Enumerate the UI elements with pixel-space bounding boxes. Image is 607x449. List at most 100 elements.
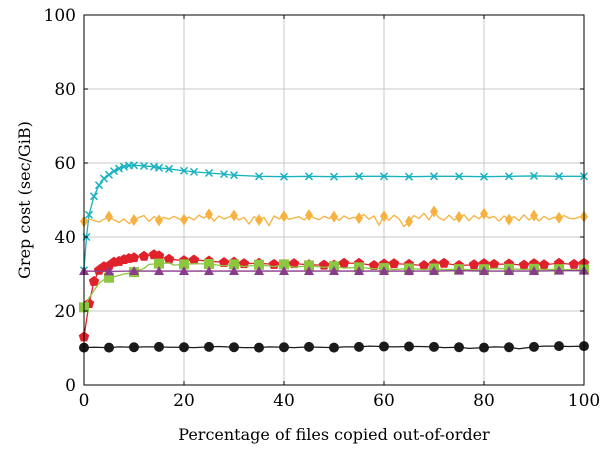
data-point-marker xyxy=(354,172,364,181)
data-point-marker xyxy=(418,259,430,270)
data-point-marker xyxy=(105,210,113,223)
data-point-marker xyxy=(379,172,389,181)
data-point-marker xyxy=(354,341,364,352)
data-point-marker xyxy=(538,259,550,270)
data-point-marker xyxy=(455,211,463,224)
data-point-marker xyxy=(505,213,513,226)
data-point-marker xyxy=(155,214,163,227)
data-point-marker xyxy=(488,258,500,269)
data-point-marker xyxy=(405,215,413,228)
data-point-marker xyxy=(529,341,539,352)
data-point-marker xyxy=(230,209,238,222)
series-5 xyxy=(79,341,589,353)
y-tick-label: 60 xyxy=(54,154,76,174)
data-point-marker xyxy=(104,272,114,283)
x-tick-label: 20 xyxy=(173,391,195,411)
x-tick-label: 100 xyxy=(568,391,600,411)
data-point-marker xyxy=(88,275,100,286)
data-point-marker xyxy=(205,208,213,221)
data-point-marker xyxy=(568,258,580,269)
data-point-marker xyxy=(318,259,330,270)
data-point-marker xyxy=(154,258,164,269)
data-point-marker xyxy=(153,250,165,261)
data-point-marker xyxy=(555,211,563,224)
data-point-marker xyxy=(480,207,488,220)
data-point-marker xyxy=(530,209,538,222)
y-axis-label: Grep cost (sec/GiB) xyxy=(15,121,34,279)
x-axis-label: Percentage of files copied out-of-order xyxy=(178,425,490,444)
data-point-marker xyxy=(304,266,314,276)
data-point-marker xyxy=(254,172,264,181)
data-point-marker xyxy=(218,257,230,267)
data-point-marker xyxy=(388,258,400,269)
data-point-marker xyxy=(504,266,514,276)
data-point-marker xyxy=(154,163,164,172)
data-point-marker xyxy=(338,257,350,268)
data-point-marker xyxy=(229,259,239,270)
data-point-marker xyxy=(288,258,300,269)
data-point-marker xyxy=(154,266,164,276)
data-point-marker xyxy=(84,210,94,219)
data-point-marker xyxy=(329,172,339,181)
data-point-marker xyxy=(454,342,464,353)
data-point-marker xyxy=(554,341,564,352)
data-point-marker xyxy=(163,253,175,264)
data-point-marker xyxy=(99,174,109,183)
data-point-marker xyxy=(518,259,530,270)
data-point-marker xyxy=(229,266,239,276)
data-point-marker xyxy=(254,259,264,270)
data-point-marker xyxy=(255,213,263,226)
data-point-marker xyxy=(279,266,289,276)
data-point-marker xyxy=(179,166,189,175)
data-point-marker xyxy=(229,171,239,180)
data-point-marker xyxy=(280,210,288,223)
data-point-marker xyxy=(304,172,314,181)
data-point-marker xyxy=(179,266,189,276)
data-point-marker xyxy=(529,171,539,180)
x-tick-label: 0 xyxy=(79,391,90,411)
data-point-marker xyxy=(430,205,438,218)
data-point-marker xyxy=(554,265,564,275)
data-point-marker xyxy=(188,254,200,265)
data-point-marker xyxy=(304,260,314,271)
data-point-marker xyxy=(104,170,114,179)
data-point-marker xyxy=(268,258,280,269)
data-point-marker xyxy=(330,210,338,223)
data-point-marker xyxy=(129,342,139,353)
grid-lines xyxy=(84,15,584,385)
data-point-marker xyxy=(379,341,389,352)
data-point-marker xyxy=(139,161,149,170)
data-point-marker xyxy=(254,266,264,276)
data-point-marker xyxy=(94,181,104,190)
data-point-marker xyxy=(129,161,139,170)
data-point-marker xyxy=(254,342,264,353)
data-point-marker xyxy=(130,213,138,226)
data-point-marker xyxy=(554,172,564,181)
axis-ticks: 0 20 40 60 80 100 0 20 40 60 80 100 xyxy=(44,6,601,411)
data-point-marker xyxy=(279,259,289,270)
data-point-marker xyxy=(129,266,139,276)
x-tick-label: 40 xyxy=(273,391,295,411)
data-point-marker xyxy=(164,164,174,173)
data-point-marker xyxy=(204,341,214,352)
data-point-marker xyxy=(204,266,214,276)
data-point-marker xyxy=(305,209,313,222)
data-point-marker xyxy=(529,266,539,276)
data-point-marker xyxy=(128,252,140,263)
data-point-marker xyxy=(180,213,188,226)
data-point-marker xyxy=(89,192,99,201)
data-point-marker xyxy=(204,168,214,178)
data-point-marker xyxy=(104,342,114,353)
data-point-marker xyxy=(504,172,514,181)
data-point-marker xyxy=(154,341,164,352)
data-point-marker xyxy=(279,342,289,353)
data-point-marker xyxy=(504,342,514,353)
data-point-marker xyxy=(229,342,239,353)
data-point-marker xyxy=(104,266,114,276)
plot-frame xyxy=(83,14,585,386)
y-tick-label: 100 xyxy=(44,6,76,26)
data-point-marker xyxy=(429,172,439,181)
x-tick-label: 60 xyxy=(373,391,395,411)
x-tick-label: 80 xyxy=(473,391,495,411)
